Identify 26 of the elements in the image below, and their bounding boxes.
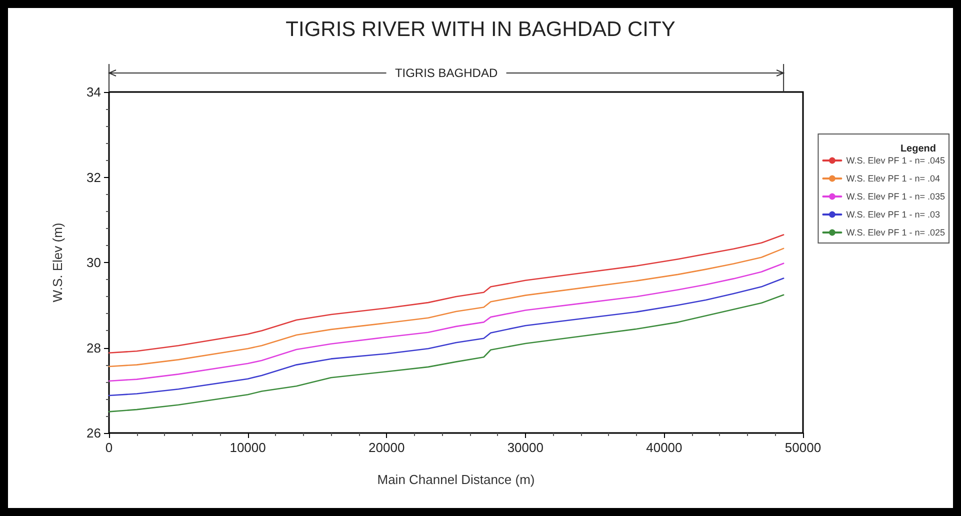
y-axis-title: W.S. Elev (m) <box>50 222 65 302</box>
legend-label: W.S. Elev PF 1 - n= .04 <box>846 174 940 184</box>
legend-label: W.S. Elev PF 1 - n= .035 <box>846 192 946 202</box>
x-tick-label: 10000 <box>230 440 266 455</box>
legend-title: Legend <box>900 144 936 154</box>
y-tick-label: 32 <box>86 170 101 185</box>
chart-title: TIGRIS RIVER WITH IN BAGHDAD CITY <box>286 18 676 41</box>
x-tick-label: 40000 <box>646 440 682 455</box>
y-tick-label: 26 <box>86 426 101 440</box>
x-axis-title: Main Channel Distance (m) <box>377 472 535 487</box>
text: TIGRIS BAGHDAD <box>394 66 498 80</box>
line-series <box>108 234 784 354</box>
line-series <box>108 262 784 382</box>
legend-label: W.S. Elev PF 1 - n= .045 <box>846 156 946 166</box>
legend-label: W.S. Elev PF 1 - n= .025 <box>846 228 946 238</box>
y-tick-label: 34 <box>86 84 101 100</box>
x-tick-label: 50000 <box>784 440 822 455</box>
line-series <box>108 248 784 368</box>
y-tick-label: 30 <box>86 255 101 270</box>
legend-label: W.S. Elev PF 1 - n= .03 <box>846 210 940 220</box>
line-series <box>108 278 784 396</box>
line-series <box>108 294 784 412</box>
x-tick-label: 20000 <box>368 440 405 455</box>
y-tick-label: 28 <box>86 340 101 356</box>
x-tick-label: 0 <box>105 440 113 455</box>
x-tick-label: 30000 <box>507 440 544 455</box>
